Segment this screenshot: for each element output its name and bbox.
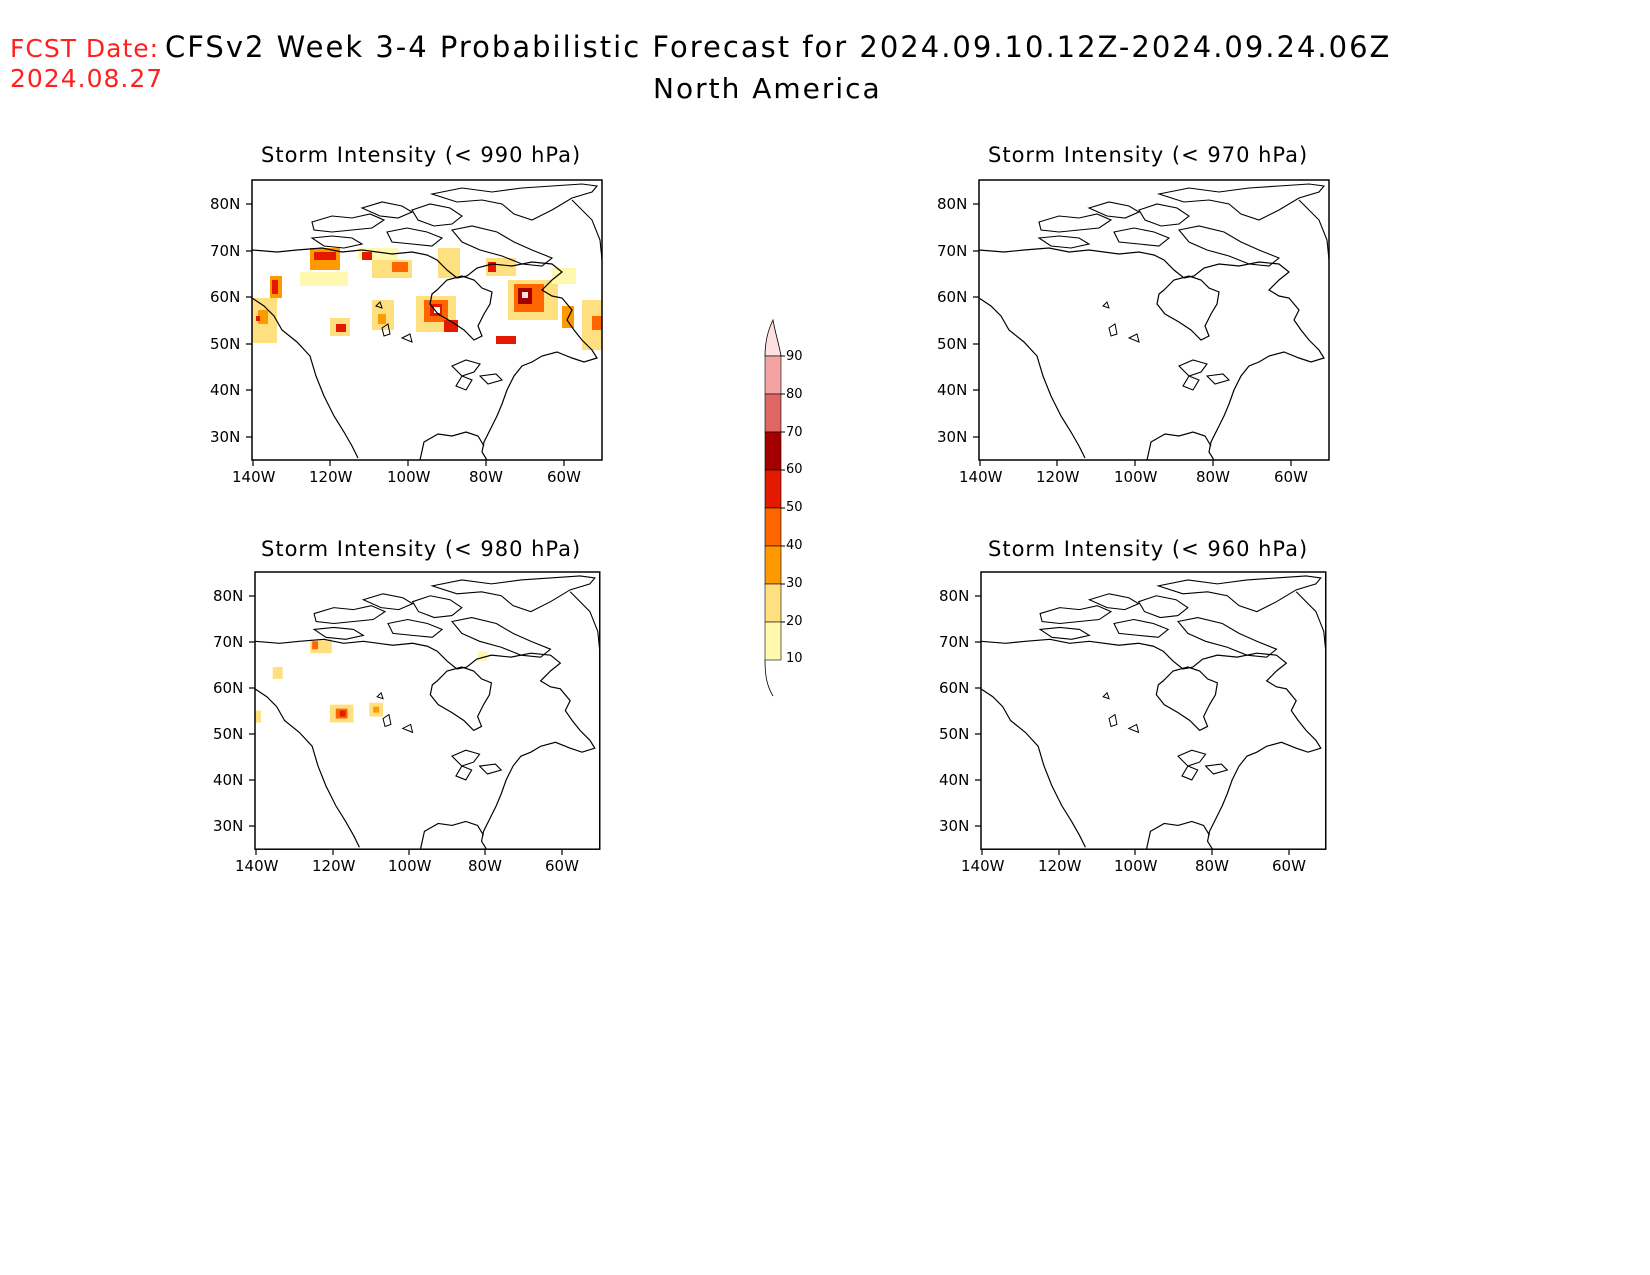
map-panel-970 [978,179,1330,461]
colorbar-label: 40 [786,538,803,553]
colorbar-band [764,393,782,433]
lon-label: 100W [1114,857,1158,875]
lon-label: 80W [469,468,503,486]
lat-label: 60N [937,288,968,306]
lat-label: 40N [213,771,244,789]
lat-label: 70N [210,242,241,260]
lon-label: 80W [1196,468,1230,486]
lat-label: 80N [213,587,244,605]
map-panel-960 [980,571,1327,850]
lat-label: 50N [937,335,968,353]
colorbar-label: 20 [786,614,803,629]
lon-label: 140W [961,857,1005,875]
lon-label: 120W [1038,857,1082,875]
colorbar [764,318,785,697]
lat-label: 60N [939,679,970,697]
lat-label: 40N [937,381,968,399]
lon-label: 80W [1195,857,1229,875]
lon-label: 140W [232,468,276,486]
colorbar-label: 90 [786,349,803,364]
lon-label: 120W [1036,468,1080,486]
panel-title-990: Storm Intensity (< 990 hPa) [261,143,582,167]
lon-label: 140W [235,857,279,875]
lat-label: 30N [939,817,970,835]
probability-shading-980 [255,639,488,723]
map-panel-980 [254,571,601,850]
lat-label: 60N [210,288,241,306]
lon-label: 60W [545,857,579,875]
page-subtitle: North America [653,72,882,105]
lat-label: 30N [213,817,244,835]
lat-label: 70N [937,242,968,260]
colorbar-cap-bottom [764,659,774,697]
colorbar-label: 30 [786,576,803,591]
lat-label: 50N [939,725,970,743]
lat-label: 50N [210,335,241,353]
probability-shading-990 [252,248,602,350]
lon-label: 60W [1272,857,1306,875]
lon-label: 140W [959,468,1003,486]
lat-label: 80N [210,195,241,213]
colorbar-label: 50 [786,500,803,515]
lat-label: 80N [939,587,970,605]
panel-title-960: Storm Intensity (< 960 hPa) [988,537,1309,561]
fcst-date: 2024.08.27 [10,64,164,93]
lon-label: 60W [1274,468,1308,486]
lon-label: 120W [309,468,353,486]
lat-label: 40N [939,771,970,789]
panel-title-980: Storm Intensity (< 980 hPa) [261,537,582,561]
axis-ticks [246,203,1292,855]
lat-label: 50N [213,725,244,743]
lon-label: 120W [312,857,356,875]
colorbar-band [764,507,782,547]
panel-title-970: Storm Intensity (< 970 hPa) [988,143,1309,167]
colorbar-band [764,621,782,661]
fcst-label: FCST Date: [10,34,160,63]
colorbar-label: 70 [786,425,803,440]
lon-label: 100W [1114,468,1158,486]
colorbar-label: 80 [786,387,803,402]
map-panel-990 [251,179,603,461]
lon-label: 100W [387,468,431,486]
lat-label: 30N [937,428,968,446]
lon-label: 60W [547,468,581,486]
lon-label: 80W [468,857,502,875]
colorbar-band [764,583,782,623]
colorbar-band [764,545,782,585]
colorbar-label: 10 [786,651,803,666]
lat-label: 70N [939,633,970,651]
colorbar-band [764,355,782,395]
lat-label: 30N [210,428,241,446]
colorbar-band [764,431,782,471]
page-title: CFSv2 Week 3-4 Probabilistic Forecast fo… [165,30,1392,64]
colorbar-label: 60 [786,462,803,477]
lat-label: 40N [210,381,241,399]
lat-label: 60N [213,679,244,697]
lon-label: 100W [388,857,432,875]
lat-label: 70N [213,633,244,651]
colorbar-band [764,469,782,509]
lat-label: 80N [937,195,968,213]
colorbar-cap-top [764,318,782,357]
